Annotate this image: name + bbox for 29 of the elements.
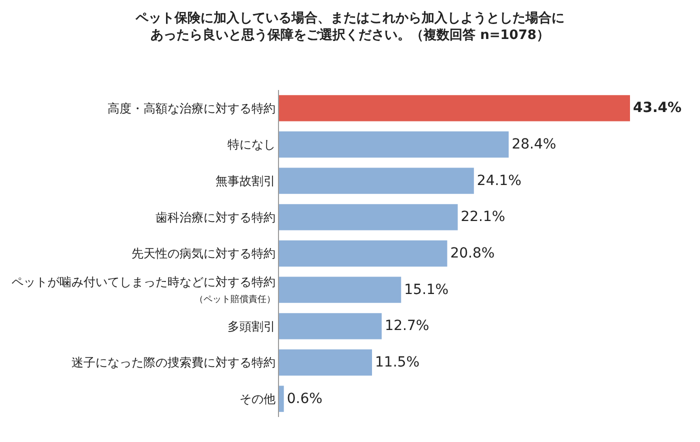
data-label: 15.1%: [404, 282, 449, 298]
data-label: 43.4%: [633, 100, 682, 116]
y-tick-label: 多頭割引: [228, 319, 276, 334]
bar: [279, 240, 448, 267]
y-tick-label: その他: [240, 392, 276, 406]
y-tick-label: 無事故割引: [216, 174, 276, 188]
chart-subtitle: あったら良いと思う保障をご選択ください。（複数回答 n=1078）: [150, 27, 550, 43]
data-label: 0.6%: [286, 390, 322, 407]
bar: [279, 168, 474, 194]
y-tick-label: 特になし: [228, 138, 276, 152]
y-tick-label: 先天性の病気に対する特約: [132, 246, 276, 261]
bar: [279, 131, 509, 158]
bar: [279, 204, 458, 230]
data-label: 24.1%: [476, 172, 522, 189]
bar: [279, 95, 630, 122]
data-label: 12.7%: [384, 318, 430, 334]
y-tick-label: 歯科治療に対する特約: [156, 210, 276, 224]
data-label: 20.8%: [450, 246, 495, 262]
data-label: 28.4%: [512, 136, 556, 152]
bar: [279, 313, 382, 340]
data-label: 11.5%: [375, 354, 420, 370]
data-label: 22.1%: [460, 209, 506, 226]
bar: [279, 386, 284, 412]
y-tick-label: ペットが噛み付いてしまった時などに対する特約（ペット賠償責任）: [12, 275, 276, 305]
y-tick-label: 高度・高額な治療に対する特約: [108, 101, 276, 116]
chart-title: ペット保険に加入している場合、またはこれから加入しようとした場合に: [134, 10, 564, 26]
bar: [279, 276, 402, 303]
y-tick-label: 迷子になった際の捜索費に対する特約: [72, 356, 276, 370]
bar: [279, 349, 372, 376]
